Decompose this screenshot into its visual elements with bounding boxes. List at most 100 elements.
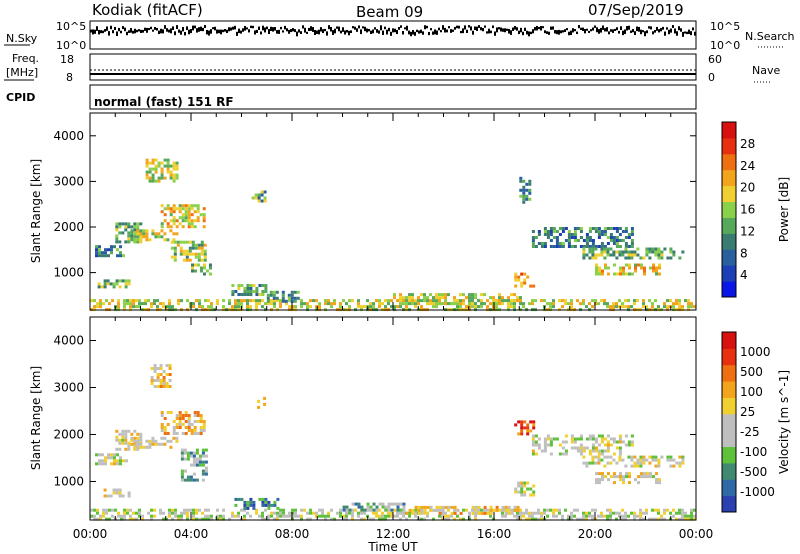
heatmap-cell [561, 517, 564, 521]
heatmap-cell [615, 250, 619, 254]
heatmap-cell [90, 514, 93, 518]
heatmap-cell [618, 253, 622, 257]
heatmap-cell [519, 511, 522, 515]
heatmap-cell [136, 229, 140, 233]
heatmap-cell [654, 517, 657, 521]
heatmap-cell [183, 448, 187, 452]
heatmap-cell [618, 440, 622, 444]
colorbar-tick-label: 4 [740, 268, 748, 282]
heatmap-cell [576, 227, 580, 230]
heatmap-cell [603, 256, 607, 260]
heatmap-cell [243, 506, 247, 510]
heatmap-cell [129, 299, 132, 303]
nsky-sample [126, 31, 128, 36]
heatmap-cell [207, 299, 210, 303]
heatmap-cell [113, 245, 116, 249]
heatmap-cell [453, 302, 456, 306]
heatmap-cell [180, 454, 184, 458]
heatmap-cell [622, 272, 625, 276]
heatmap-cell [290, 296, 294, 300]
nsky-sample [536, 25, 538, 31]
heatmap-cell [624, 230, 628, 233]
heatmap-cell [145, 158, 149, 162]
heatmap-cell [529, 284, 533, 288]
heatmap-cell [573, 508, 576, 512]
heatmap-cell [139, 232, 143, 236]
y-tick-label: 4000 [53, 333, 84, 347]
heatmap-cell [523, 481, 527, 485]
heatmap-cell [199, 417, 203, 420]
heatmap-cell [154, 442, 158, 446]
heatmap-cell [618, 299, 621, 303]
nsky-sample [162, 29, 164, 34]
heatmap-cell [160, 170, 164, 174]
heatmap-cell [534, 299, 537, 303]
heatmap-cell [160, 222, 164, 226]
heatmap-cell [175, 426, 179, 429]
heatmap-cell [118, 447, 122, 451]
nsky-sample [130, 28, 132, 33]
heatmap-cell [646, 475, 649, 479]
heatmap-cell [136, 232, 140, 236]
nsky-sample [336, 26, 338, 29]
heatmap-cell [408, 511, 411, 515]
heatmap-cell [113, 462, 116, 466]
heatmap-cell [567, 245, 571, 248]
nsky-sample [494, 31, 496, 36]
heatmap-cell [423, 293, 426, 297]
nsky-trace [90, 25, 696, 37]
heatmap-cell [471, 305, 474, 309]
heatmap-cell [175, 176, 179, 180]
nsky-sample [364, 26, 366, 32]
heatmap-cell [621, 230, 625, 233]
nsky-sample [190, 29, 192, 34]
heatmap-cell [207, 514, 210, 518]
heatmap-cell [637, 481, 640, 485]
heatmap-cell [618, 458, 622, 462]
heatmap-cell [570, 245, 574, 248]
heatmap-cell [432, 508, 436, 512]
heatmap-cell [615, 446, 619, 450]
heatmap-cell [258, 284, 262, 287]
nsky-sample [260, 31, 262, 35]
heatmap-cell [666, 508, 669, 512]
heatmap-cell [624, 305, 627, 309]
heatmap-cell [636, 464, 640, 468]
heatmap-cell [393, 508, 396, 512]
colorbar-segment [722, 381, 736, 398]
heatmap-cell [203, 255, 207, 259]
heatmap-cell [263, 190, 267, 194]
heatmap-cell [118, 222, 122, 226]
y-tick-label: 1000 [53, 266, 84, 280]
heatmap-cell [456, 299, 459, 303]
heatmap-cell [591, 443, 595, 447]
heatmap-cell [172, 161, 176, 165]
heatmap-cell [612, 236, 616, 239]
heatmap-cell [666, 256, 670, 260]
heatmap-cell [606, 455, 610, 459]
heatmap-cell [603, 233, 607, 236]
nsky-sample [440, 30, 442, 33]
heatmap-cell [543, 440, 547, 444]
heatmap-cell [522, 511, 525, 515]
heatmap-cell [645, 511, 648, 515]
heatmap-cell [387, 502, 391, 506]
heatmap-cell [276, 511, 279, 515]
heatmap-cell [175, 164, 179, 168]
heatmap-cell [188, 240, 192, 244]
heatmap-cell [552, 514, 555, 518]
heatmap-cell [519, 299, 522, 303]
heatmap-cell [162, 302, 165, 306]
heatmap-cell [258, 514, 261, 518]
heatmap-cell [357, 511, 360, 515]
heatmap-cell [178, 414, 182, 417]
heatmap-cell [148, 442, 152, 446]
heatmap-cell [103, 488, 107, 492]
heatmap-cell [615, 302, 618, 306]
nsky-sample [422, 31, 424, 35]
heatmap-cell [165, 382, 169, 385]
nsky-sample [514, 26, 516, 30]
heatmap-cell [595, 472, 598, 476]
nsky-sample [492, 25, 494, 29]
heatmap-cell [252, 299, 255, 303]
